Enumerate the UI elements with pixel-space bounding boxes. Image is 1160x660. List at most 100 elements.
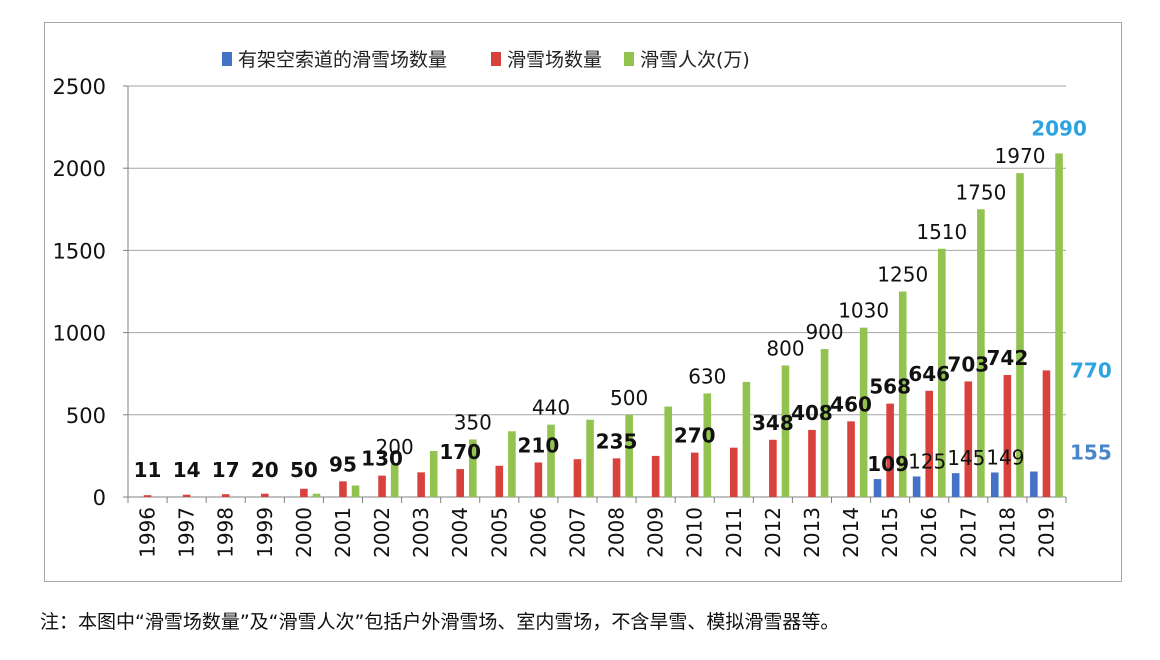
x-tick-label: 1997 (175, 507, 199, 558)
bar-0-2019 (1030, 471, 1038, 497)
x-tick-label: 2005 (487, 507, 511, 558)
y-tick-label: 500 (66, 404, 106, 428)
bar-1-2015 (886, 403, 894, 497)
bar-1-2013 (808, 429, 816, 497)
data-label: 1510 (916, 220, 967, 244)
bar-1-2017 (964, 381, 973, 497)
x-axis: 1996 1997 1998 1999 2000 2001 2002 2003 2004 2005… (127, 496, 1067, 558)
data-label: 50 (290, 458, 318, 482)
x-tick-label: 2001 (331, 507, 355, 558)
bar-1-2008 (612, 458, 621, 497)
bar-2-2019 (1055, 153, 1063, 498)
data-label: 348 (752, 411, 794, 435)
data-label: 95 (329, 452, 357, 476)
legend-swatch (624, 52, 634, 66)
x-tick-label: 2018 (995, 507, 1019, 558)
data-label: 145 (947, 446, 985, 470)
data-label: 350 (454, 410, 492, 434)
data-label: 20 (251, 458, 279, 482)
data-label: 270 (674, 424, 716, 448)
bar-2-2002 (390, 464, 399, 497)
x-tick-label: 2013 (800, 507, 824, 558)
legend: 有架空索道的滑雪场数量 滑雪场数量 滑雪人次(万) (222, 49, 750, 71)
data-label: 109 (867, 452, 909, 476)
bar-2-2008 (625, 414, 633, 497)
bar-0-2015 (873, 479, 882, 497)
bar-0-2018 (990, 472, 999, 497)
x-tick-label: 2007 (565, 507, 589, 558)
bar-1-2007 (573, 459, 582, 497)
data-label: 11 (134, 458, 162, 482)
bar-1-1997 (182, 494, 191, 497)
bar-1-2000 (300, 488, 308, 497)
data-label: 125 (908, 449, 946, 473)
x-tick-label: 2004 (448, 507, 472, 558)
x-tick-label: 1999 (253, 507, 277, 558)
bar-1-2009 (651, 455, 660, 497)
data-label: 14 (173, 458, 201, 482)
bar-2-2004 (469, 439, 477, 497)
data-label: 235 (596, 429, 638, 453)
legend-label: 滑雪场数量 (507, 49, 602, 71)
data-label: 770 (1070, 358, 1112, 382)
bar-1-2010 (690, 452, 699, 497)
bar-0-2016 (912, 476, 921, 497)
bar-1-1999 (260, 493, 269, 497)
bar-2-2017 (977, 209, 985, 498)
x-tick-label: 2008 (605, 507, 629, 558)
data-label: 408 (791, 401, 833, 425)
bar-1-1998 (221, 494, 230, 497)
data-label: 170 (439, 440, 481, 464)
bar-1-2011 (729, 447, 738, 497)
data-label: 800 (766, 336, 804, 360)
bar-2-2006 (547, 424, 555, 497)
x-tick-label: 2016 (917, 507, 941, 558)
bar-2-2015 (898, 291, 907, 497)
data-label: 2090 (1031, 116, 1087, 140)
x-tick-label: 2003 (409, 507, 433, 558)
bar-1-2012 (769, 439, 777, 497)
data-label: 460 (830, 392, 872, 416)
legend-label: 滑雪人次(万) (640, 49, 750, 71)
data-label: 900 (805, 320, 843, 344)
data-label: 1250 (877, 263, 928, 287)
bar-1-2001 (339, 481, 347, 497)
bar-1-2006 (534, 462, 543, 497)
bar-2-2005 (508, 431, 516, 497)
bar-1-2003 (417, 472, 425, 497)
data-label: 1970 (995, 144, 1046, 168)
y-tick-label: 1500 (53, 239, 106, 263)
gridlines (128, 85, 1066, 416)
bar-2-2010 (703, 393, 712, 497)
legend-swatch (222, 52, 232, 66)
bar-2-2016 (938, 248, 946, 497)
x-tick-label: 2014 (839, 507, 863, 558)
x-tick-label: 2006 (526, 507, 550, 558)
y-tick-label: 1000 (53, 322, 106, 346)
data-label: 440 (532, 396, 570, 420)
data-labels: 11 14 17 20 50 95 130 170 210 235 2703484084605686… (134, 116, 1112, 482)
data-label: 149 (986, 446, 1024, 470)
bar-2-2011 (742, 381, 751, 497)
data-label: 500 (610, 386, 648, 410)
data-label: 742 (987, 346, 1029, 370)
data-label: 130 (361, 447, 403, 471)
bar-2-2012 (781, 365, 790, 497)
footnote: 注：本图中“滑雪场数量”及“滑雪人次”包括户外滑雪场、室内雪场，不含旱雪、模拟滑… (40, 611, 840, 633)
legend-swatch (491, 52, 501, 66)
bar-1-2016 (925, 390, 934, 497)
x-tick-label: 1996 (136, 507, 160, 558)
bar-1-2019 (1042, 370, 1051, 497)
data-label: 703 (947, 352, 989, 376)
chart-frame (44, 22, 1122, 582)
data-label: 210 (518, 433, 560, 457)
y-axis: 0 500 1000 1500 2000 2500 (53, 75, 129, 510)
data-label: 155 (1070, 441, 1112, 465)
x-tick-label: 2002 (370, 507, 394, 558)
data-label: 1750 (955, 180, 1006, 204)
bar-2-2013 (820, 349, 829, 497)
bar-2-2018 (1016, 173, 1024, 497)
x-tick-label: 2019 (1034, 507, 1058, 558)
y-tick-label: 2000 (53, 157, 106, 181)
